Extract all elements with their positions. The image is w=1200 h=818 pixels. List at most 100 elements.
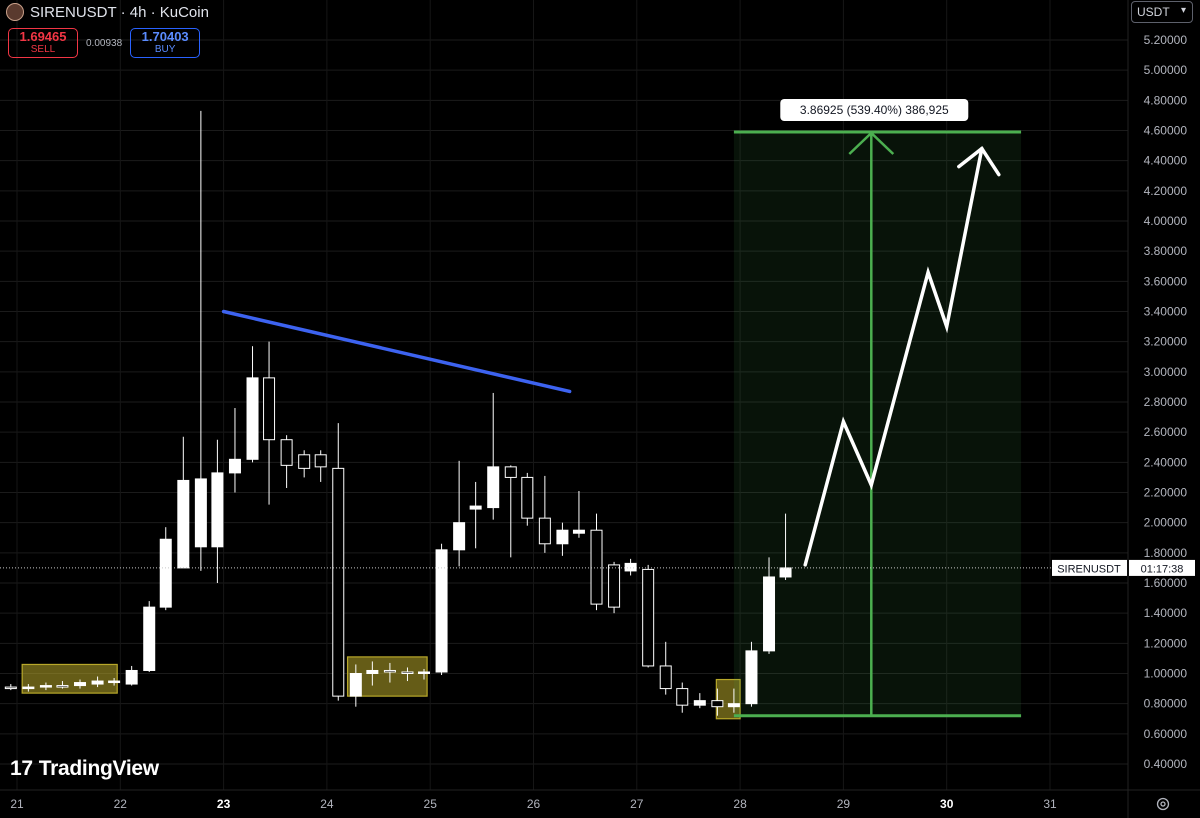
candle-body-down xyxy=(298,454,311,469)
x-tick-label: 21 xyxy=(10,797,24,811)
candle xyxy=(280,435,293,488)
candle xyxy=(177,436,190,569)
spread-value: 0.00938 xyxy=(86,37,123,49)
candle-body-up xyxy=(228,458,241,474)
candle-body-up xyxy=(763,576,776,652)
candle xyxy=(538,475,551,553)
sell-button[interactable]: 1.69465 SELL xyxy=(8,28,78,58)
candle-body-up xyxy=(435,549,448,673)
candle-body-up xyxy=(779,567,792,578)
candle xyxy=(263,341,276,505)
candle xyxy=(4,684,17,691)
candle-body-up xyxy=(194,478,207,548)
candle xyxy=(246,346,259,463)
candle-body-down xyxy=(504,466,517,478)
y-tick-label: 4.40000 xyxy=(1144,154,1188,168)
candle xyxy=(349,664,362,707)
candle-body-up xyxy=(22,686,35,690)
x-tick-label: 24 xyxy=(320,797,334,811)
projection-arrow-head xyxy=(957,146,1001,177)
y-tick-label: 3.40000 xyxy=(1144,305,1188,319)
candle xyxy=(779,513,792,580)
y-tick-label: 1.60000 xyxy=(1144,576,1188,590)
candle xyxy=(22,684,35,692)
candle-body-down xyxy=(314,454,327,468)
candle-body-up xyxy=(91,680,104,685)
candle xyxy=(727,688,740,713)
candle-body-up xyxy=(453,522,466,551)
candle-body-down xyxy=(332,467,345,697)
buy-button[interactable]: 1.70403 BUY xyxy=(130,28,201,58)
candle xyxy=(194,110,207,571)
y-tick-label: 0.80000 xyxy=(1144,697,1188,711)
resistance-trendline xyxy=(221,309,572,394)
candle-body-up xyxy=(366,669,379,675)
candle-body-up xyxy=(246,377,259,460)
candle-body-up xyxy=(693,700,706,706)
chart-title[interactable]: SIRENUSDT · 4h · KuCoin xyxy=(30,3,209,21)
candle xyxy=(435,543,448,676)
y-tick-label: 1.40000 xyxy=(1144,606,1188,620)
y-tick-label: 3.20000 xyxy=(1144,335,1188,349)
x-tick-label: 31 xyxy=(1043,797,1057,811)
candle-body-down xyxy=(676,688,689,706)
candle xyxy=(366,661,379,686)
candle xyxy=(125,665,138,686)
candle xyxy=(521,472,534,526)
candle xyxy=(159,527,172,611)
quote-panel: 1.69465 SELL 0.00938 1.70403 BUY xyxy=(8,28,201,58)
y-tick-label: 2.60000 xyxy=(1144,425,1188,439)
candle xyxy=(745,641,758,707)
candle-body-down xyxy=(711,700,724,708)
candle xyxy=(332,423,345,701)
candle xyxy=(74,679,87,689)
candle xyxy=(298,450,311,478)
target-label: 3.86925 (539.40%) 386,925 xyxy=(800,103,949,117)
candle xyxy=(108,678,121,686)
y-tick-label: 1.20000 xyxy=(1144,636,1188,650)
candle-body-up xyxy=(125,669,138,685)
candle-body-down xyxy=(401,671,414,674)
candle-body-down xyxy=(608,564,621,608)
candle xyxy=(711,688,724,716)
x-tick-label: 26 xyxy=(527,797,541,811)
target-label-box xyxy=(780,99,969,122)
candle-body-up xyxy=(556,529,569,545)
candle xyxy=(659,641,672,695)
candle xyxy=(453,460,466,567)
countdown-tag xyxy=(1129,559,1195,576)
candle-body-down xyxy=(4,686,17,690)
chevron-down-icon: ▾ xyxy=(1180,5,1186,16)
y-tick-label: 5.20000 xyxy=(1144,33,1188,47)
currency-selector[interactable]: USDT ▾ xyxy=(1131,1,1193,23)
gear-icon[interactable] xyxy=(1155,796,1171,812)
tradingview-wordmark: TradingView xyxy=(38,757,159,780)
candle-body-up xyxy=(159,538,172,608)
candle-body-up xyxy=(487,466,500,509)
symbol-logo-icon xyxy=(6,3,24,21)
y-tick-label: 4.20000 xyxy=(1144,184,1188,198)
candle-body-down xyxy=(521,476,534,519)
sell-price: 1.69465 xyxy=(19,29,67,44)
tradingview-mark-icon: 17 xyxy=(10,757,33,780)
candle xyxy=(56,681,69,689)
y-tick-label: 0.60000 xyxy=(1144,727,1188,741)
accumulation-box xyxy=(21,663,118,694)
current-symbol-label: SIRENUSDT xyxy=(1057,563,1121,575)
candle xyxy=(91,676,104,688)
candle-body-up xyxy=(745,650,758,705)
y-tick-label: 4.80000 xyxy=(1144,93,1188,107)
tradingview-logo: 17 TradingView xyxy=(10,757,159,781)
y-tick-label: 5.00000 xyxy=(1144,63,1188,77)
target-zone xyxy=(733,132,1022,716)
y-tick-label: 2.20000 xyxy=(1144,486,1188,500)
candle xyxy=(39,682,52,691)
x-tick-label: 25 xyxy=(424,797,438,811)
candle-body-up xyxy=(177,479,190,569)
candle-body-up xyxy=(108,680,121,684)
candle xyxy=(572,490,585,538)
buy-label: BUY xyxy=(154,44,176,55)
candle-body-up xyxy=(624,562,637,572)
candle xyxy=(383,662,396,683)
